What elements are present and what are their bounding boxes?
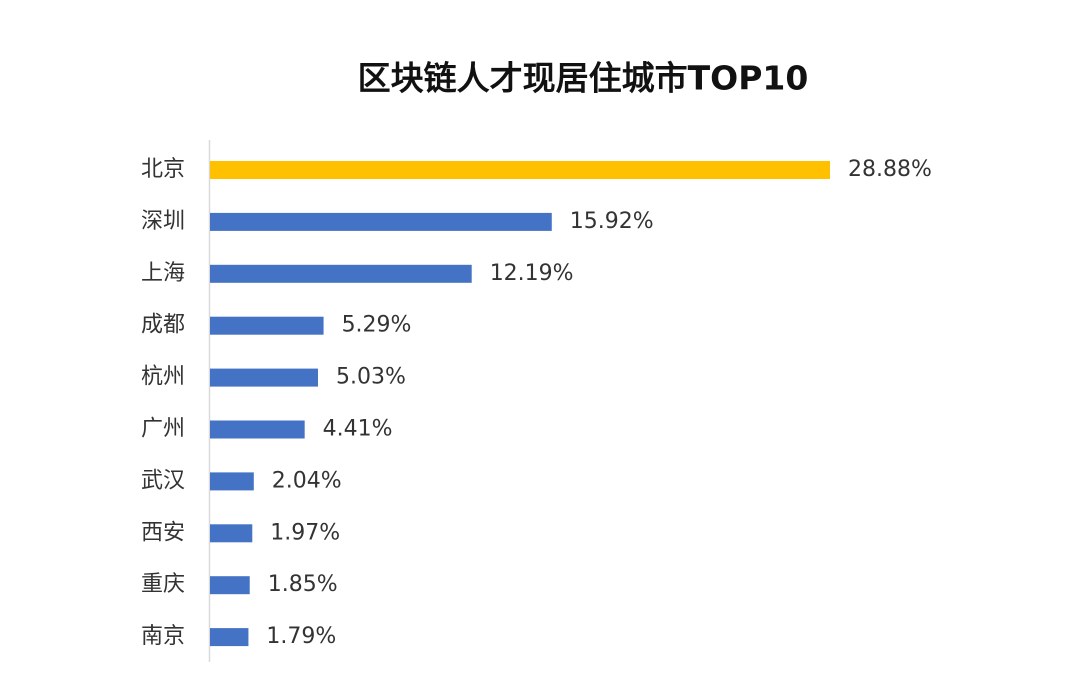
value-label: 15.92% xyxy=(570,209,654,234)
value-label: 12.19% xyxy=(490,261,574,286)
bar xyxy=(210,368,318,387)
bar xyxy=(210,212,552,231)
bar xyxy=(210,420,305,439)
y-tick-label: 南京 xyxy=(141,624,185,649)
bar xyxy=(210,264,472,283)
bar xyxy=(210,576,250,595)
value-label: 1.79% xyxy=(266,624,336,649)
bar xyxy=(210,524,253,543)
y-tick-label: 成都 xyxy=(141,313,185,338)
value-label: 4.41% xyxy=(323,417,393,442)
value-label: 5.03% xyxy=(336,365,406,390)
bar xyxy=(210,472,254,491)
y-tick-label: 重庆 xyxy=(141,572,185,597)
value-label: 1.97% xyxy=(270,520,340,545)
y-tick-label: 广州 xyxy=(141,417,185,442)
y-tick-label: 西安 xyxy=(141,520,185,545)
value-label: 1.85% xyxy=(268,572,338,597)
y-tick-label: 深圳 xyxy=(141,209,185,234)
chart-title: 区块链人才现居住城市TOP10 xyxy=(358,59,809,98)
bar xyxy=(210,628,249,647)
y-tick-label: 杭州 xyxy=(141,365,185,390)
bar xyxy=(210,161,830,179)
y-tick-label: 上海 xyxy=(141,261,185,286)
bar xyxy=(210,316,324,335)
value-label: 28.88% xyxy=(848,157,932,182)
value-label: 5.29% xyxy=(342,313,412,338)
y-tick-label: 北京 xyxy=(141,157,185,182)
value-label: 2.04% xyxy=(272,468,342,493)
y-tick-label: 武汉 xyxy=(141,468,185,493)
